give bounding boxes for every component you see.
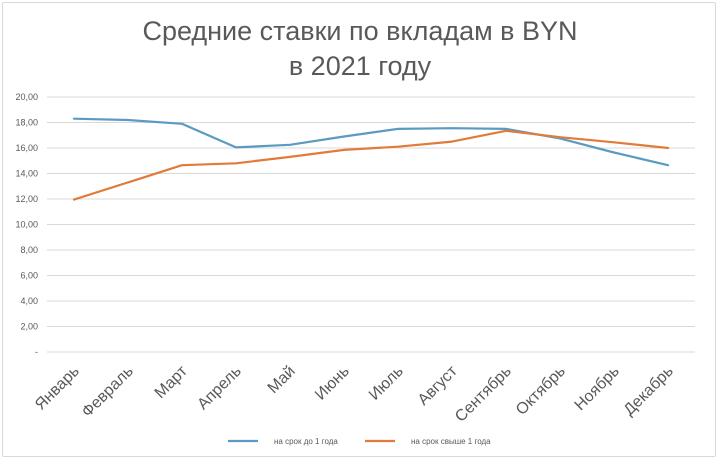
x-tick-label: Август: [415, 362, 462, 409]
y-axis-ticks: - 2,00 4,00 6,00 8,00 10,00 12,00 14,00 16,00 18,…: [15, 92, 38, 357]
y-tick-label: 12,00: [15, 194, 38, 204]
y-tick-label: 6,00: [20, 271, 38, 281]
chart-title-line-2: в 2021 году: [288, 51, 432, 81]
legend: на срок до 1 года на срок свыше 1 года: [228, 437, 491, 446]
series-line-2: [72, 129, 670, 201]
y-tick-label: 8,00: [20, 245, 38, 255]
x-tick-label: Апрель: [194, 363, 244, 413]
chart-title: Средние ставки по вкладам в BYN в 2021 г…: [0, 14, 720, 84]
x-tick-label: Январь: [32, 363, 83, 414]
y-tick-label: 10,00: [15, 220, 38, 230]
y-tick-label: -: [35, 347, 38, 357]
series-lines: [72, 117, 670, 201]
y-tick-label: 4,00: [20, 296, 38, 306]
x-tick-label: Май: [265, 363, 299, 397]
y-tick-label: 16,00: [15, 143, 38, 153]
x-tick-label: Февраль: [79, 363, 137, 421]
x-tick-label: Июнь: [312, 363, 353, 404]
legend-label-1: на срок до 1 года: [274, 437, 338, 446]
x-tick-label: Декабрь: [621, 363, 677, 419]
chart-title-line-1: Средние ставки по вкладам в BYN: [142, 16, 578, 46]
x-tick-label: Ноябрь: [572, 363, 623, 414]
series-line-1: [72, 117, 670, 167]
y-tick-label: 14,00: [15, 169, 38, 179]
x-tick-label: Сентябрь: [452, 363, 515, 426]
y-tick-label: 2,00: [20, 322, 38, 332]
x-tick-label: Июль: [366, 363, 407, 404]
y-tick-label: 20,00: [15, 92, 38, 102]
y-tick-label: 18,00: [15, 118, 38, 128]
x-tick-label: Март: [152, 362, 192, 402]
x-tick-label: Октябрь: [513, 363, 569, 419]
chart-frame: [2, 2, 716, 457]
legend-label-2: на срок свыше 1 года: [411, 437, 491, 446]
gridlines: [47, 96, 695, 353]
